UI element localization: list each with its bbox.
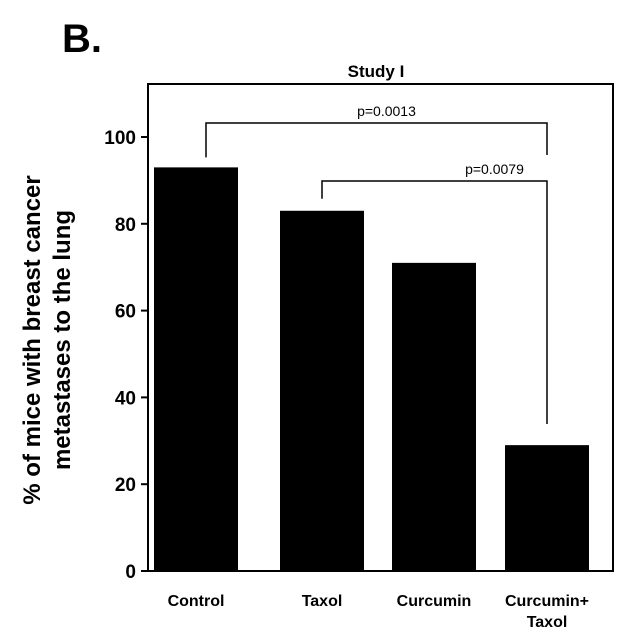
x-category-label: Curcumin	[397, 593, 472, 610]
y-tick-label: 60	[115, 302, 136, 323]
bars	[154, 167, 589, 571]
p-value-label: p=0.0079	[465, 161, 524, 177]
y-axis-label: % of mice with breast cancer metastases …	[19, 175, 76, 504]
x-axis-categories: Control Taxol Curcumin Curcumin+ Taxol	[168, 593, 589, 631]
y-axis-label-line-1: % of mice with breast cancer	[19, 175, 46, 504]
p-value-label: p=0.0013	[357, 103, 416, 119]
y-tick-label: 80	[115, 215, 136, 236]
chart-title: Study I	[348, 62, 405, 81]
plot-frame	[147, 83, 614, 572]
x-category-label: Curcumin+	[505, 593, 589, 610]
x-category-label: Control	[168, 593, 225, 610]
y-axis-ticks: 0 20 40 60 80 100	[104, 128, 148, 583]
y-tick-label: 20	[115, 475, 136, 496]
x-category-label: Taxol	[527, 614, 568, 631]
bar	[154, 167, 238, 571]
bar	[392, 262, 476, 571]
x-category-label: Taxol	[302, 593, 343, 610]
bar	[280, 210, 364, 571]
panel-label: B.	[62, 17, 102, 61]
bar	[505, 445, 589, 571]
significance-bracket	[205, 122, 548, 158]
y-tick-label: 40	[115, 388, 136, 409]
significance-brackets: p=0.0013 p=0.0079	[205, 103, 548, 424]
y-tick-label: 100	[104, 128, 136, 149]
y-axis-label-line-2: metastases to the lung	[49, 210, 76, 470]
y-tick-label: 0	[125, 562, 136, 583]
significance-bracket	[321, 180, 548, 424]
